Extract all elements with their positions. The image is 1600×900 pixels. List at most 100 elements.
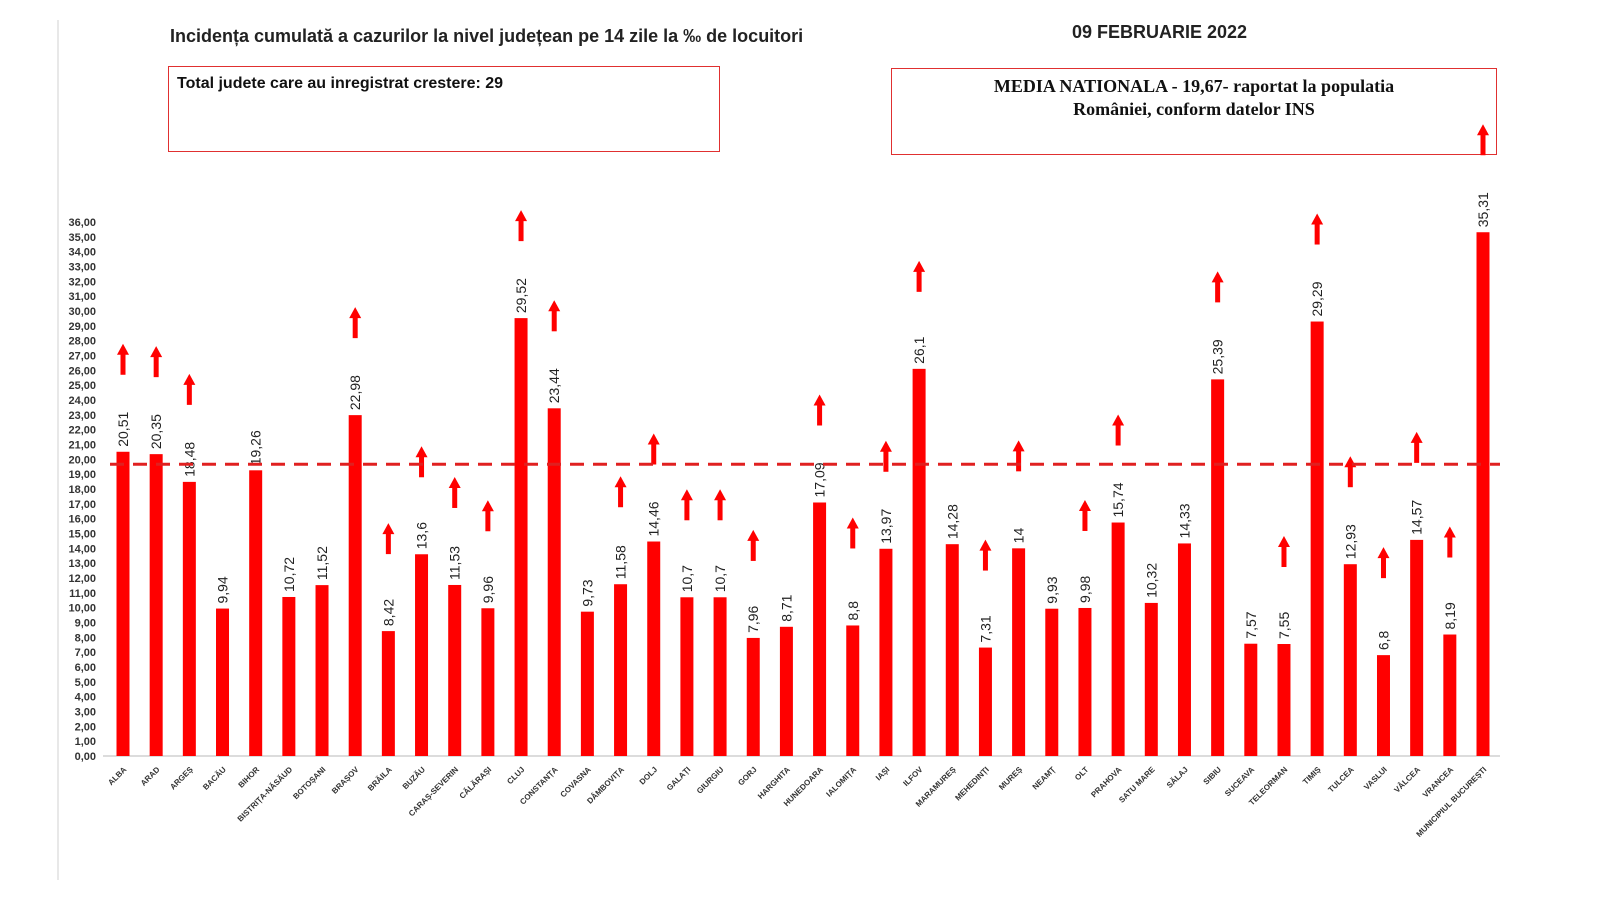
y-tick-label: 17,00 <box>68 499 96 511</box>
data-label: 22,98 <box>347 375 363 410</box>
x-tick-label: GALAȚI <box>665 765 692 792</box>
left-border-line <box>57 20 59 880</box>
data-label: 25,39 <box>1210 339 1226 374</box>
data-label: 11,52 <box>314 546 330 580</box>
x-tick-label: MUREȘ <box>997 765 1024 792</box>
y-tick-label: 15,00 <box>68 529 96 541</box>
bar <box>149 454 163 756</box>
increase-arrow-icon <box>717 498 723 521</box>
bar <box>614 584 628 756</box>
x-tick-label: IALOMIȚA <box>824 765 858 799</box>
y-tick-label: 9,00 <box>75 618 96 630</box>
y-tick-label: 14,00 <box>68 543 96 555</box>
bar <box>282 596 296 756</box>
x-tick-label: GORJ <box>736 765 758 787</box>
x-tick-label: SIBIU <box>1202 765 1224 787</box>
increase-arrow-icon <box>1115 423 1121 446</box>
y-tick-label: 29,00 <box>68 321 96 333</box>
y-tick-label: 20,00 <box>68 454 96 466</box>
bar <box>647 541 661 756</box>
increase-arrow-icon <box>481 500 494 512</box>
increase-arrow-icon <box>614 476 627 488</box>
bar <box>779 626 793 756</box>
increase-arrow-icon <box>415 446 428 458</box>
bar <box>415 554 429 756</box>
data-label: 8,42 <box>380 599 396 626</box>
y-tick-label: 18,00 <box>68 484 96 496</box>
x-tick-label: TULCEA <box>1326 765 1355 794</box>
increase-arrow-icon <box>1281 545 1287 568</box>
bar <box>1045 608 1059 756</box>
x-tick-label: ARGEȘ <box>168 765 195 792</box>
y-tick-label: 24,00 <box>68 395 96 407</box>
increase-arrow-icon <box>879 440 892 452</box>
y-tick-label: 13,00 <box>68 558 96 570</box>
y-tick-label: 6,00 <box>75 662 96 674</box>
data-label: 8,71 <box>778 594 794 621</box>
data-label: 9,73 <box>579 579 595 606</box>
increase-arrow-icon <box>850 526 856 549</box>
data-label: 9,96 <box>480 576 496 603</box>
increase-arrow-icon <box>1277 536 1290 548</box>
data-label: 9,98 <box>1077 576 1093 603</box>
y-tick-label: 30,00 <box>68 306 96 318</box>
data-label: 14,57 <box>1409 500 1425 535</box>
x-tick-label: VRANCEA <box>1421 765 1455 799</box>
data-label: 10,7 <box>679 565 695 592</box>
y-tick-label: 3,00 <box>75 707 96 719</box>
national-average-box: MEDIA NATIONALA - 19,67- raportat la pop… <box>891 68 1497 155</box>
data-label: 18,48 <box>181 442 197 477</box>
increase-arrow-icon <box>1480 133 1486 156</box>
x-tick-label: BISTRIȚA-NĂSĂUD <box>236 765 295 824</box>
increase-arrow-icon <box>1377 547 1390 559</box>
increase-arrow-icon <box>1477 124 1489 136</box>
increase-arrow-icon <box>518 219 524 242</box>
bar <box>315 585 329 756</box>
bar <box>514 318 528 756</box>
data-label: 9,93 <box>1044 576 1060 603</box>
y-tick-label: 1,00 <box>75 736 96 748</box>
increase-arrow-icon <box>1215 280 1221 303</box>
bar <box>1111 522 1125 756</box>
bar <box>249 470 263 756</box>
increase-arrow-icon <box>1016 449 1022 472</box>
x-tick-label: BACĂU <box>201 765 228 792</box>
x-tick-label: CĂLĂRAȘI <box>458 765 494 801</box>
increase-arrow-icon <box>1447 535 1453 558</box>
y-tick-label: 34,00 <box>68 247 96 259</box>
increase-arrow-icon <box>382 523 395 535</box>
y-tick-label: 23,00 <box>68 410 96 422</box>
x-tick-label: NEAMȚ <box>1031 765 1058 792</box>
data-label: 7,96 <box>745 605 761 632</box>
increase-arrow-icon <box>117 343 129 355</box>
data-label: 20,51 <box>115 412 131 447</box>
x-tick-label: ARAD <box>139 765 162 788</box>
increase-arrow-icon <box>385 532 391 555</box>
data-label: 20,35 <box>148 414 164 449</box>
increase-arrow-icon <box>1443 526 1456 538</box>
bar <box>1244 643 1258 756</box>
y-tick-label: 26,00 <box>68 365 96 377</box>
increase-arrow-icon <box>680 489 693 501</box>
increase-arrow-icon <box>548 300 561 312</box>
y-tick-label: 31,00 <box>68 291 96 303</box>
increase-arrow-icon <box>1082 508 1088 531</box>
increase-arrow-icon <box>1410 431 1423 443</box>
increase-arrow-icon <box>186 382 192 405</box>
bar <box>1310 321 1324 756</box>
bar <box>680 597 694 756</box>
bar <box>580 611 594 756</box>
data-label: 19,26 <box>248 430 264 465</box>
increase-arrow-icon <box>448 476 461 488</box>
increase-arrow-icon <box>647 433 660 445</box>
data-label: 29,52 <box>513 278 529 313</box>
x-tick-label: COVASNA <box>559 765 593 799</box>
increase-arrow-icon <box>684 498 690 521</box>
y-tick-label: 11,00 <box>69 588 96 600</box>
increase-arrow-icon <box>750 538 756 561</box>
x-tick-label: ILFOV <box>901 765 924 788</box>
x-tick-label: MUNICIPIUL BUCUREȘTI <box>1415 765 1489 839</box>
increase-arrow-icon <box>1311 213 1324 225</box>
increase-arrow-icon <box>1414 440 1420 463</box>
